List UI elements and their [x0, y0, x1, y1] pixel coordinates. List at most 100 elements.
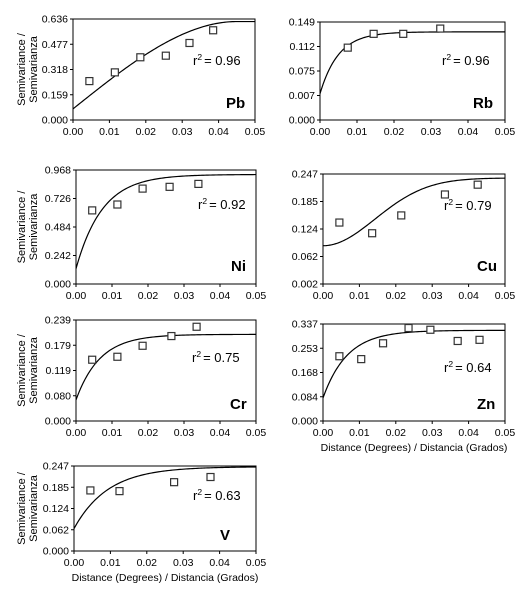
- y-tick-label: 0.242: [45, 250, 71, 262]
- r-squared-superscript: 2: [448, 197, 453, 207]
- r-squared-symbol: r: [192, 350, 197, 365]
- x-tick-label: 0.04: [458, 427, 479, 439]
- r-squared-label: r2 = 0.92: [198, 196, 246, 212]
- x-tick-label: 0.03: [172, 126, 193, 138]
- data-point: [115, 487, 124, 496]
- y-tick-label: 0.080: [45, 390, 71, 402]
- x-tick-label: 0.03: [422, 427, 443, 439]
- data-point: [165, 182, 174, 191]
- x-tick-label: 0.01: [102, 290, 123, 302]
- fitted-model-line: [73, 466, 257, 529]
- y-tick-label: 0.000: [43, 546, 69, 558]
- r-squared-value: = 0.96: [204, 53, 241, 68]
- x-tick-label: 0.03: [421, 126, 442, 138]
- r-squared-label: r2 = 0.64: [444, 359, 492, 375]
- chart-panel-cu: 0.002 0.062 0.124 0.185 0.247 0.00 0.01 0.02 0.0…: [292, 169, 516, 303]
- y-tick-label: 0.484: [45, 222, 71, 234]
- data-point: [399, 29, 408, 38]
- y-tick-label: 0.636: [42, 14, 68, 26]
- element-label: Cr: [230, 396, 247, 413]
- x-tick-label: 0.00: [64, 557, 85, 569]
- data-point: [88, 206, 97, 215]
- x-tick-label: 0.01: [102, 427, 123, 439]
- x-tick-label: 0.00: [63, 126, 84, 138]
- r-squared-value: = 0.96: [453, 53, 490, 68]
- r-squared-value: = 0.75: [203, 350, 240, 365]
- data-point: [86, 486, 95, 495]
- x-tick-label: 0.01: [99, 126, 120, 138]
- data-point: [404, 323, 413, 333]
- data-point: [185, 38, 194, 48]
- r-squared-value: = 0.63: [204, 488, 241, 503]
- y-tick-label: 0.000: [289, 115, 315, 127]
- y-axis-label-line: Semivarianza: [28, 35, 40, 103]
- r-squared-value: = 0.64: [455, 360, 492, 375]
- x-tick-label: 0.04: [208, 126, 229, 138]
- data-point: [436, 24, 445, 33]
- y-tick-label: 0.726: [45, 193, 71, 205]
- chart-panel-cr: 0.000 0.080 0.119 0.179 0.239 0.00 0.01 0.02 0.0…: [16, 315, 266, 440]
- r-squared-symbol: r: [198, 197, 203, 212]
- x-tick-label: 0.02: [384, 126, 405, 138]
- x-tick-label: 0.01: [349, 290, 370, 302]
- chart-panel-zn: 0.000 0.084 0.168 0.253 0.337 0.00 0.01 0.02 0.0…: [292, 319, 516, 455]
- y-tick-label: 0.002: [292, 279, 318, 291]
- x-tick-label: 0.00: [313, 290, 334, 302]
- x-tick-label: 0.04: [458, 126, 479, 138]
- x-tick-label: 0.01: [347, 126, 368, 138]
- y-axis-label: Semivariance /Semivarianza: [16, 471, 40, 545]
- data-point: [85, 76, 94, 86]
- x-tick-label: 0.04: [210, 290, 231, 302]
- data-point: [378, 339, 388, 348]
- data-point: [113, 200, 122, 209]
- x-tick-label: 0.05: [495, 427, 516, 439]
- y-tick-label: 0.159: [42, 89, 68, 101]
- y-tick-label: 0.477: [42, 39, 68, 51]
- data-point: [369, 29, 378, 38]
- r-squared-symbol: r: [444, 360, 449, 375]
- fitted-model-line: [75, 173, 256, 269]
- y-tick-label: 0.185: [43, 482, 69, 494]
- chart-panel-rb: 0.000 0.007 0.075 0.112 0.149 0.00 0.01 0.02 0.0…: [289, 17, 516, 139]
- data-point: [113, 352, 122, 361]
- r-squared-label: r2 = 0.63: [193, 487, 241, 503]
- x-tick-label: 0.02: [137, 557, 158, 569]
- chart-panel-pb: 0.000 0.159 0.318 0.477 0.636 0.00 0.01 0.02 0.0…: [16, 14, 265, 139]
- y-tick-label: 0.337: [292, 319, 318, 331]
- x-tick-label: 0.03: [174, 290, 195, 302]
- r-squared-symbol: r: [444, 198, 449, 213]
- x-axis-label: Distance (Degrees) / Distancia (Grados): [72, 572, 259, 584]
- r-squared-symbol: r: [193, 488, 198, 503]
- r-squared-value: = 0.92: [209, 197, 246, 212]
- data-point: [335, 352, 344, 361]
- r-squared-superscript: 2: [448, 359, 453, 369]
- y-axis-label-line: Semivariance /: [16, 32, 28, 106]
- r-squared-symbol: r: [193, 53, 198, 68]
- fitted-model-line: [72, 20, 255, 110]
- data-point: [161, 51, 170, 60]
- y-axis-label: Semivariance /Semivarianza: [16, 190, 40, 264]
- data-point: [343, 43, 352, 52]
- x-tick-label: 0.05: [246, 290, 267, 302]
- y-tick-label: 0.062: [43, 524, 69, 536]
- y-tick-label: 0.062: [292, 251, 318, 263]
- x-tick-label: 0.02: [136, 126, 157, 138]
- fitted-model-line: [322, 329, 505, 399]
- y-tick-label: 0.084: [292, 391, 318, 403]
- data-point: [138, 341, 147, 350]
- y-axis-label-line: Semivarianza: [28, 474, 40, 542]
- y-tick-label: 0.124: [43, 503, 69, 515]
- x-tick-label: 0.02: [386, 290, 407, 302]
- data-point: [426, 325, 435, 334]
- r-squared-label: r2 = 0.79: [444, 197, 492, 213]
- x-tick-label: 0.00: [66, 290, 87, 302]
- data-point: [170, 478, 179, 487]
- x-tick-label: 0.02: [138, 290, 159, 302]
- data-point: [192, 322, 201, 331]
- data-point: [136, 53, 145, 62]
- data-point: [453, 336, 462, 346]
- x-tick-label: 0.02: [138, 427, 159, 439]
- chart-panel-ni: 0.000 0.242 0.484 0.726 0.968 0.00 0.01 0.02 0.0…: [16, 165, 266, 303]
- y-tick-label: 0.168: [292, 367, 318, 379]
